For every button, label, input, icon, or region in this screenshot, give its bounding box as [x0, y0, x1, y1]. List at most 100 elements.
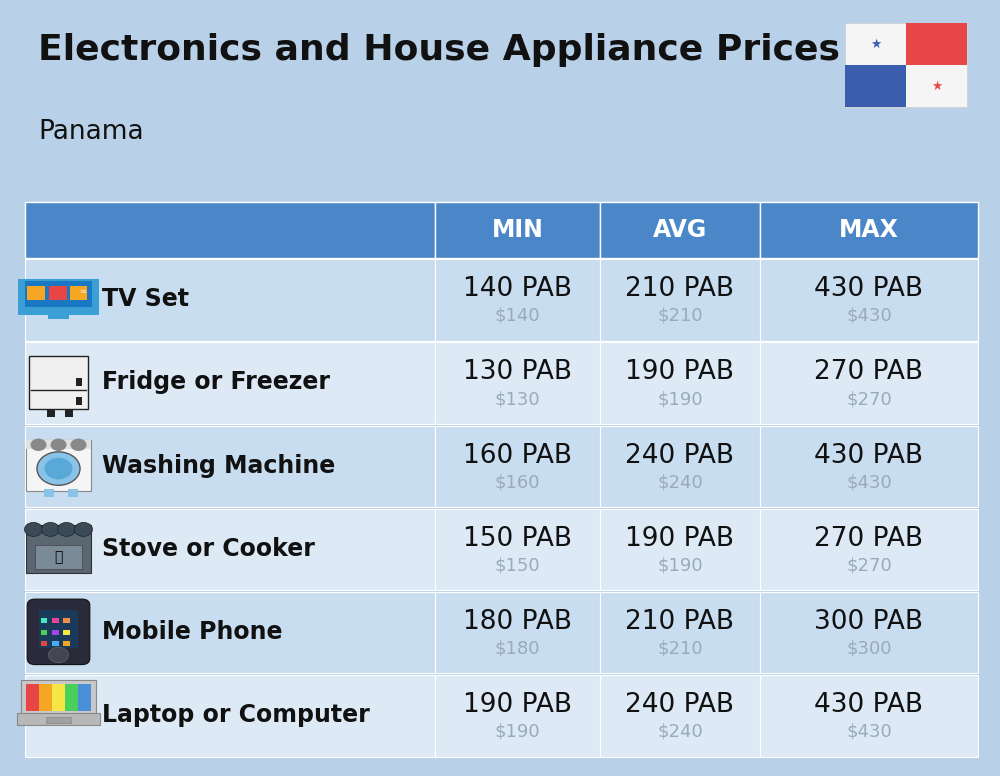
Bar — [26, 440, 91, 491]
Bar — [44, 490, 54, 497]
Bar — [76, 378, 82, 386]
Bar — [760, 425, 978, 508]
Text: 190 PAB: 190 PAB — [463, 692, 572, 718]
Text: ≈: ≈ — [79, 286, 86, 295]
Bar — [26, 525, 91, 573]
Text: Stove or Cooker: Stove or Cooker — [102, 537, 315, 561]
Text: 160 PAB: 160 PAB — [463, 442, 572, 469]
Bar — [63, 629, 70, 635]
Text: 210 PAB: 210 PAB — [626, 276, 734, 302]
Bar — [68, 490, 78, 497]
Text: $270: $270 — [846, 390, 892, 408]
Circle shape — [58, 522, 76, 536]
Bar — [25, 342, 435, 424]
Bar — [63, 618, 70, 623]
Bar — [600, 259, 760, 341]
Text: $210: $210 — [657, 639, 703, 657]
Text: ★: ★ — [870, 38, 881, 50]
Text: $270: $270 — [846, 556, 892, 574]
Text: 130 PAB: 130 PAB — [463, 359, 572, 386]
Text: 150 PAB: 150 PAB — [463, 525, 572, 552]
Bar — [600, 509, 760, 591]
Bar — [41, 629, 47, 635]
Bar — [26, 684, 39, 711]
Bar — [600, 425, 760, 508]
Text: 270 PAB: 270 PAB — [814, 359, 924, 386]
Bar — [52, 629, 59, 635]
Bar — [70, 286, 87, 300]
Text: TV Set: TV Set — [102, 287, 189, 311]
Text: $210: $210 — [657, 307, 703, 325]
Text: $430: $430 — [846, 722, 892, 740]
Circle shape — [48, 647, 68, 663]
Text: $180: $180 — [495, 639, 540, 657]
Text: $240: $240 — [657, 473, 703, 491]
Text: 430 PAB: 430 PAB — [814, 692, 924, 718]
Bar — [600, 675, 760, 757]
Bar — [760, 259, 978, 341]
Bar — [760, 592, 978, 674]
Bar — [46, 718, 71, 722]
Bar — [435, 675, 600, 757]
FancyBboxPatch shape — [27, 599, 90, 664]
Bar — [39, 610, 78, 648]
Bar — [76, 397, 82, 404]
Bar — [435, 259, 600, 341]
Bar — [52, 618, 59, 623]
Bar — [600, 592, 760, 674]
Bar — [52, 641, 59, 646]
Text: 240 PAB: 240 PAB — [626, 442, 734, 469]
Text: $190: $190 — [657, 390, 703, 408]
Bar — [25, 425, 435, 508]
Circle shape — [24, 522, 42, 536]
Text: $130: $130 — [495, 390, 540, 408]
Bar — [26, 684, 91, 711]
Bar — [18, 279, 99, 315]
Text: AVG: AVG — [653, 218, 707, 241]
Bar — [25, 202, 435, 258]
Text: $160: $160 — [495, 473, 540, 491]
Bar — [760, 202, 978, 258]
Bar — [29, 356, 88, 409]
Bar — [760, 509, 978, 591]
Bar — [435, 202, 600, 258]
Text: Mobile Phone: Mobile Phone — [102, 620, 283, 644]
Text: $150: $150 — [495, 556, 540, 574]
Bar — [435, 592, 600, 674]
Bar — [906, 23, 967, 65]
Circle shape — [30, 438, 46, 451]
Circle shape — [74, 522, 92, 536]
Text: $190: $190 — [495, 722, 540, 740]
Bar — [48, 314, 69, 319]
Bar — [26, 440, 91, 449]
Text: 190 PAB: 190 PAB — [626, 359, 734, 386]
Circle shape — [45, 458, 72, 480]
Text: 🔥: 🔥 — [54, 550, 63, 564]
Text: ★: ★ — [931, 80, 942, 92]
Text: 140 PAB: 140 PAB — [463, 276, 572, 302]
Bar — [78, 684, 91, 711]
Bar — [25, 592, 435, 674]
Text: Fridge or Freezer: Fridge or Freezer — [102, 370, 330, 394]
Text: $140: $140 — [495, 307, 540, 325]
Bar — [760, 342, 978, 424]
Bar — [435, 509, 600, 591]
Bar — [64, 409, 72, 417]
Text: $190: $190 — [657, 556, 703, 574]
Bar — [17, 713, 100, 725]
Bar — [41, 641, 47, 646]
Text: MIN: MIN — [492, 218, 543, 241]
Bar — [35, 545, 82, 569]
Text: Washing Machine: Washing Machine — [102, 453, 335, 477]
Bar — [760, 675, 978, 757]
Bar — [435, 425, 600, 508]
Text: $300: $300 — [846, 639, 892, 657]
Bar — [0, 0, 1000, 190]
Text: 180 PAB: 180 PAB — [463, 609, 572, 635]
Bar — [435, 342, 600, 424]
Text: $430: $430 — [846, 473, 892, 491]
Text: 190 PAB: 190 PAB — [626, 525, 734, 552]
Bar — [600, 342, 760, 424]
Text: 270 PAB: 270 PAB — [814, 525, 924, 552]
Bar — [41, 618, 47, 623]
